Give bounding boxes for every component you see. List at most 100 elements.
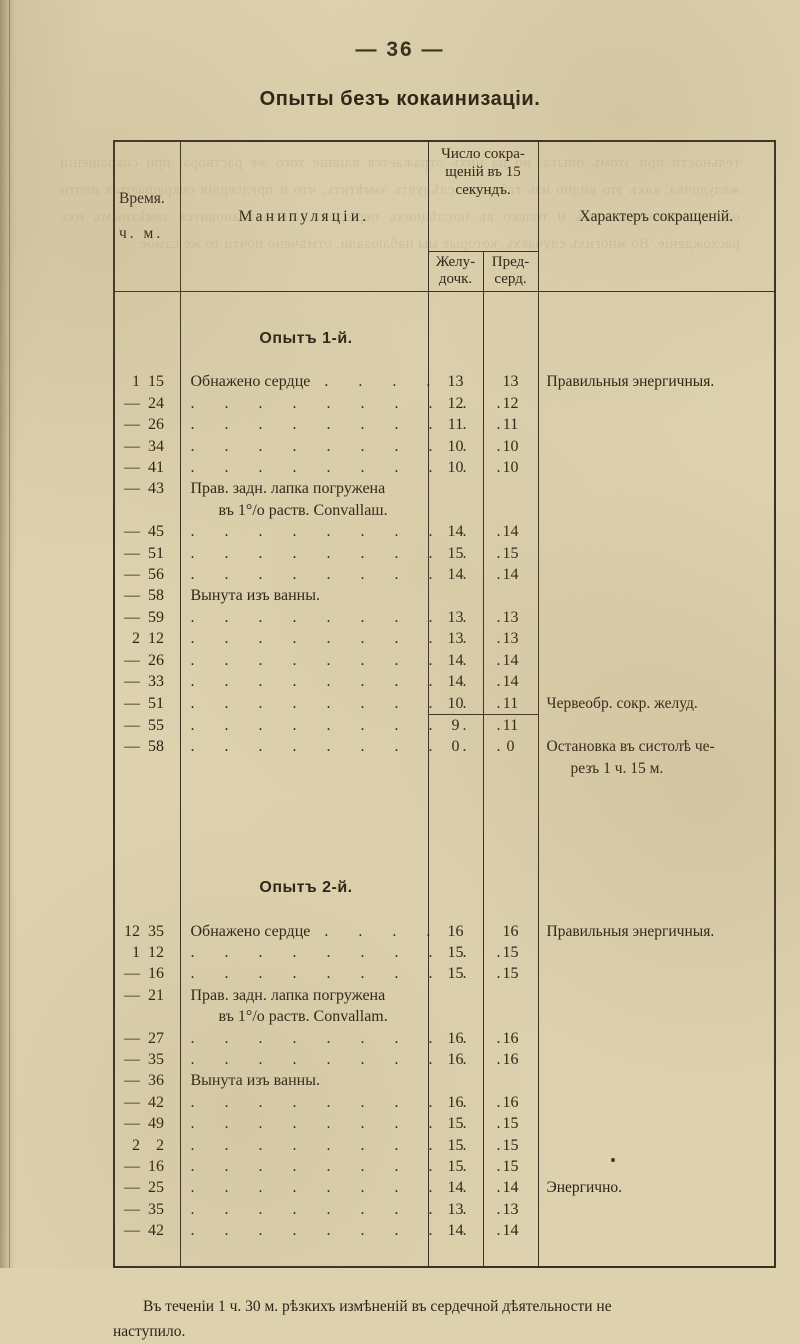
cell-character [537,435,776,458]
table-row: —51. . . . . . . . . . 15 15 [113,542,776,565]
time-minutes: 56 [148,566,164,584]
manipulation-text: Прав. задн. лапка погружена [190,480,386,498]
dot-leader: . . . . . . . . . . [190,523,508,541]
spacer-manip [179,779,429,826]
time-hours: — [124,1222,140,1240]
dot-leader: . . . . . . . . . . [190,1200,508,1218]
spacer-character [537,825,776,878]
time-hours: — [124,544,140,562]
cell-character [537,649,776,672]
dot-leader: . . . . . . . . . . [190,1029,508,1047]
time-hours: 1 [132,373,140,391]
results-table: Время. ч. м. Манипуляціи. Число сокра- щ… [113,140,776,1268]
table-row: —24. . . . . . . . . . 12 12 [113,392,776,415]
dot-leader: . . . . . . . . . . [190,694,508,712]
experiment-title-row: Опытъ 2-й. [113,877,776,899]
spacer-time [113,825,181,878]
cell-time: 1 15 [113,371,181,393]
time-hours: — [124,1050,140,1068]
time-minutes: 24 [148,394,164,412]
spacer-atrium [482,291,539,328]
dot-leader: . . . . . . . . . . [190,416,508,434]
cell-time: — 51 [113,542,181,565]
header-time-units: ч. м. [119,225,164,242]
experiment-title-character-cell [537,328,776,350]
experiment-title-ventricle-cell [427,328,484,350]
cell-manipulation: . . . . . . . . . . [179,414,501,436]
cell-manipulation: . . . . . . . . . . [179,606,501,629]
header-character-label: Характеръ сокращеній. [579,207,734,225]
cell-manipulation: въ 1°/о раств. Convallaш. [179,499,429,522]
cell-time: — 16 [113,1156,181,1178]
cell-atrium-count [482,757,539,780]
dot-leader: . . . . . . . . . . [190,1136,508,1154]
spacer-row [113,825,776,878]
cell-character: Правильныя энергичныя. [537,920,776,942]
cell-character [537,1070,776,1092]
character-text: Правильныя энергичныя. [546,922,715,940]
time-minutes: 51 [148,544,164,562]
page-title: Опыты безъ кокаинизаціи. [259,88,541,110]
experiment-title: Опытъ 1-й. [179,328,429,350]
spacer-character [537,291,776,328]
cell-manipulation: . . . . . . . . . . [179,1027,501,1049]
time-hours: — [124,651,140,669]
table-row: — 43 Прав. задн. лапка погружена [113,478,776,500]
dot-leader: . . . . . . . . . . [190,716,508,734]
cell-atrium-count: 16 [482,920,539,942]
experiment-title-time-cell [113,877,181,899]
experiment-title-character-cell [537,877,776,899]
cell-ventricle-count [427,1070,484,1092]
cell-character [537,714,776,737]
cell-atrium-count [482,1070,539,1092]
cell-character [537,542,776,565]
dot-leader: . . . . . . . . . . [190,630,508,648]
spacer-manip [179,291,429,328]
time-minutes: 59 [148,608,164,626]
cell-character [537,606,776,629]
experiment-title-time-cell [113,328,181,350]
cell-manipulation: Обнажено сердце. . . . [179,371,430,393]
cell-atrium-count: 15 [482,1156,539,1178]
spacer-ventricle [427,1241,484,1267]
cell-manipulation: . . . . . . . . . . [179,542,501,565]
cell-atrium-count [482,984,539,1007]
experiment-title-atrium-cell [482,877,539,899]
time-minutes: 35 [148,922,164,940]
cell-ventricle-count: 14 [427,649,484,672]
time-minutes: 36 [148,1072,164,1090]
spacer-manip [179,1241,429,1267]
cell-manipulation: . . . . . . . . . . [179,1048,501,1071]
cell-manipulation: . . . . . . . . . . [179,1113,501,1135]
time-hours: — [124,1072,140,1090]
cell-character [537,392,776,415]
table-row: —16. . . . . . . . . . 15 15 [113,963,776,985]
time-hours: — [124,986,140,1004]
cell-manipulation: Прав. задн. лапка погружена [179,984,429,1007]
header-manipulations: Манипуляціи. [179,140,429,292]
table-row: 1 12 . . . . . . . . . . 15 15 [113,941,776,964]
table-row: — 42 . . . . . . . . . . 14 14 [113,1220,776,1242]
time-minutes: 35 [148,1050,164,1068]
time-hours: — [124,480,140,498]
table-row: —45. . . . . . . . . . 14 14 [113,521,776,543]
header-contractions: Число сокра- щеній въ 15 секундъ. [427,140,539,252]
time-hours: — [124,673,140,691]
header-manipulations-label: Манипуляціи. [238,207,370,225]
experiment-title: Опытъ 2-й. [179,877,429,899]
spacer-character [537,349,776,372]
time-minutes: 27 [148,1029,164,1047]
time-hours: — [124,437,140,455]
table-row: —34. . . . . . . . . . 10 10 [113,435,776,458]
header-row: Время. ч. м. Манипуляціи. Число сокра- щ… [113,140,776,292]
table-row: —58. . . . . . . . . . 0 0 Остановка въ сис… [113,736,776,758]
cell-manipulation: . . . . . . . . . . [179,963,501,985]
dot-leader: . . . . . . . . . . [190,437,508,455]
header-atrium-line2: серд. [494,271,527,287]
cell-ventricle-count: 10 [427,435,484,458]
time-minutes: 12 [148,943,164,961]
dot-leader: . . . . . . . . . . [190,1050,508,1068]
dot-leader: . . . . . . . . . . [190,459,508,477]
time-hours: — [124,608,140,626]
